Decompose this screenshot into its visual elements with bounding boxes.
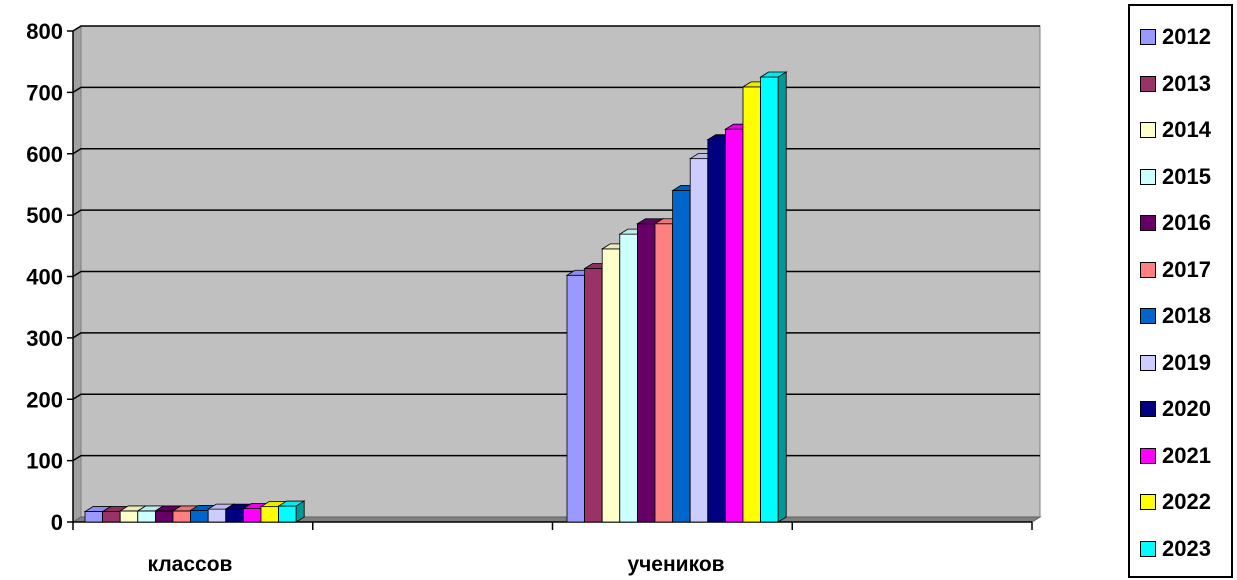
y-tick-label: 400 [26,265,63,290]
gridline [72,86,1040,94]
legend-label: 2023 [1162,535,1211,561]
legend-swatch [1140,261,1156,278]
y-tick-label: 0 [51,510,63,535]
legend-item: 2018 [1140,301,1211,331]
gridline [72,25,1040,32]
legend-label: 2012 [1162,24,1211,49]
y-axis-tick-labels: 0 100 200 300 400 500 600 700 800 [26,19,63,535]
y-tick-label: 200 [26,387,63,412]
legend-item: 2021 [1140,441,1211,471]
legend-label: 2016 [1162,210,1211,235]
category-label: классов [148,553,233,576]
y-tick-label: 600 [26,142,63,167]
legend-label: 2019 [1162,349,1211,375]
legend-item: 2022 [1140,487,1211,517]
legend-label: 2018 [1162,303,1211,328]
legend-swatch [1140,494,1156,510]
y-tick-label: 800 [26,19,63,44]
legend-swatch [1140,308,1156,324]
legend-swatch [1140,122,1156,138]
legend-swatch [1140,168,1156,185]
legend-label: 2022 [1162,489,1211,514]
legend-item: 2012 [1140,22,1211,52]
legend-item: 2014 [1140,115,1211,145]
y-tick-label: 500 [26,203,63,228]
legend-label: 2021 [1162,442,1211,468]
legend-swatch [1140,75,1156,92]
legend-swatch [1140,354,1156,371]
bar-chart: 0 100 200 300 400 500 600 700 800 классов ученико… [26,19,1042,576]
legend-item: 2015 [1140,162,1211,192]
legend-item: 2020 [1140,394,1211,424]
bar [759,71,788,523]
legend-item: 2023 [1140,534,1211,564]
legend-item: 2013 [1140,69,1211,99]
plot-area [71,25,1042,523]
legend-label: 2013 [1162,70,1211,96]
legend-label: 2014 [1162,117,1211,142]
legend-swatch [1140,540,1156,557]
category-label: учеников [627,553,724,576]
legend-label: 2020 [1162,396,1211,421]
y-tick-label: 700 [26,80,63,105]
y-tick-label: 100 [26,449,63,474]
legend-item: 2019 [1140,348,1211,378]
bar [277,500,306,523]
legend-label: 2017 [1162,256,1211,282]
legend-swatch [1140,29,1156,45]
legend-label: 2015 [1162,163,1211,189]
legend-item: 2017 [1140,255,1211,285]
x-axis-category-labels: классов учеников [148,553,725,576]
legend: 2012 2013 2014 2015 2016 2017 2018 2019 2020 2021… [1128,4,1233,578]
bars [83,71,788,523]
legend-item: 2016 [1140,208,1211,238]
legend-swatch [1140,401,1156,417]
legend-swatch [1140,447,1156,464]
legend-swatch [1140,215,1156,231]
y-tick-label: 300 [26,326,63,351]
